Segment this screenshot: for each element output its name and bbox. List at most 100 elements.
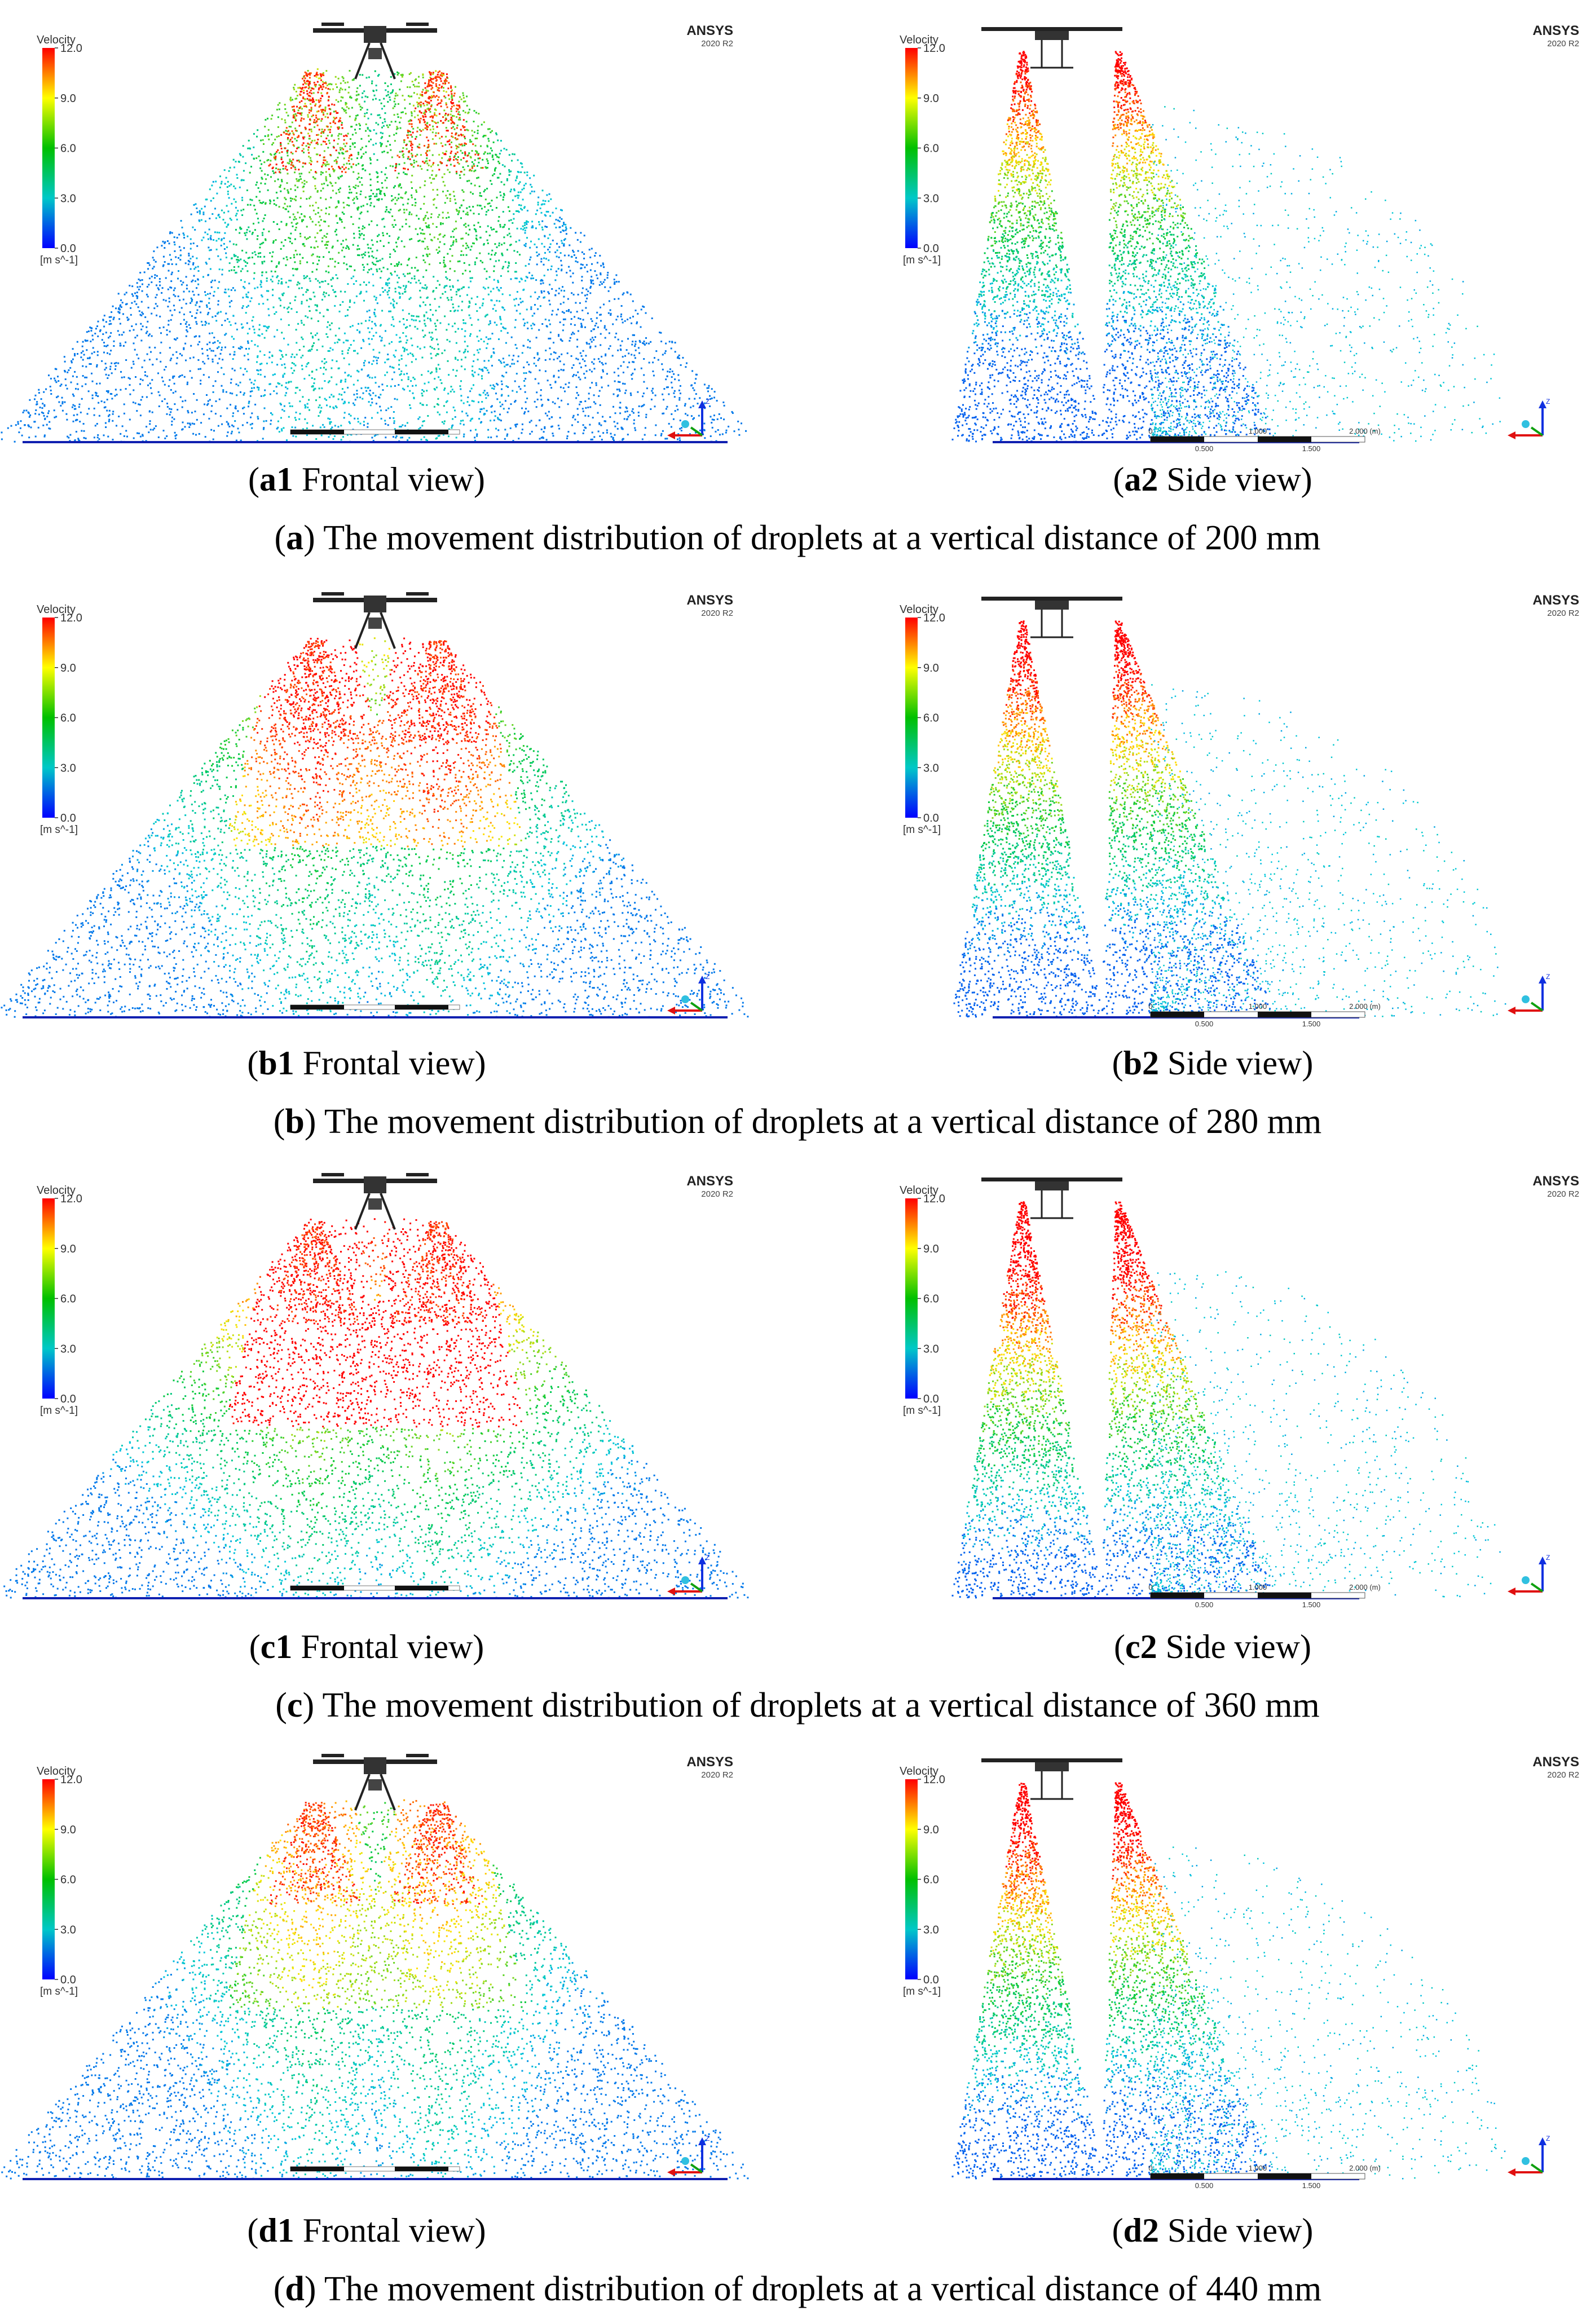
ansys-name: ANSYS <box>1532 1174 1579 1189</box>
legend-colorbar <box>42 1779 55 1979</box>
legend-tick: 9.0 <box>923 1243 939 1255</box>
scale-tick: 0.500 <box>1195 1020 1214 1028</box>
ansys-version: 2020 R2 <box>1547 39 1579 48</box>
legend-tick: 12.0 <box>60 1193 82 1205</box>
ansys-name: ANSYS <box>1532 593 1579 608</box>
scale-tick: 1.500 <box>1302 2181 1321 2190</box>
label-d1: (d1 Frontal view) <box>169 2211 564 2250</box>
panel-a2-side: Velocity 12.0 9.0 6.0 3.0 0.0 [m s^-1] ANSYS 202… <box>835 17 1595 457</box>
panel-b1-frontal: Velocity 12.0 9.0 6.0 3.0 0.0 [m s^-1] ANSYS 202… <box>0 586 750 1032</box>
legend-tick: 0.0 <box>923 1393 939 1405</box>
legend-tick: 0.0 <box>60 1393 76 1405</box>
legend-tick: 6.0 <box>923 712 939 725</box>
scale-tick: 0 <box>1148 1583 1152 1591</box>
triad-z: Z <box>706 398 710 405</box>
drone-icon <box>981 597 1122 638</box>
label-b2: (b2 Side view) <box>1015 1043 1410 1083</box>
scale-bar <box>290 2166 460 2172</box>
legend-tick: 0.0 <box>923 242 939 255</box>
triad-z: Z <box>706 973 710 981</box>
ansys-version: 2020 R2 <box>701 1770 733 1780</box>
triad-z: Z <box>1546 973 1550 981</box>
axes-triad-icon: Z <box>667 398 710 439</box>
scale-bar <box>290 1585 460 1591</box>
triad-z: Z <box>1546 2135 1550 2142</box>
legend-colorbar <box>905 1198 918 1399</box>
legend-tick: 0.0 <box>923 812 939 824</box>
legend-tick: 9.0 <box>923 1824 939 1836</box>
droplet-field <box>951 51 1501 443</box>
droplet-field <box>1 68 747 443</box>
legend-unit: [m s^-1] <box>40 824 78 836</box>
ansys-name: ANSYS <box>686 1174 733 1189</box>
ansys-name: ANSYS <box>1532 1754 1579 1770</box>
triad-z: Z <box>1546 1554 1550 1562</box>
legend-tick: 3.0 <box>60 762 76 774</box>
legend-tick: 12.0 <box>923 612 945 624</box>
ansys-version: 2020 R2 <box>701 1189 733 1199</box>
legend-unit: [m s^-1] <box>40 1405 78 1417</box>
ansys-name: ANSYS <box>686 593 733 608</box>
legend-tick: 12.0 <box>923 42 945 55</box>
legend-title: Velocity <box>900 603 939 616</box>
legend-title: Velocity <box>37 34 76 46</box>
legend-colorbar <box>905 48 918 248</box>
legend-tick: 3.0 <box>60 1343 76 1355</box>
legend-tick: 9.0 <box>60 662 76 674</box>
drone-icon <box>313 1173 437 1230</box>
legend-tick: 12.0 <box>60 612 82 624</box>
row-caption-c: (c) The movement distribution of droplet… <box>0 1685 1595 1726</box>
triad-z: Z <box>706 1554 710 1562</box>
legend-tick: 9.0 <box>923 92 939 105</box>
scale-bar: 0 1.000 2.000 (m) 0.500 1.500 <box>1148 2164 1380 2190</box>
legend-unit: [m s^-1] <box>903 1986 941 1997</box>
axes-triad-icon: Z <box>667 973 710 1015</box>
legend-title: Velocity <box>900 34 939 46</box>
legend-tick: 3.0 <box>923 762 939 774</box>
scale-tick: 0.500 <box>1195 444 1214 453</box>
scale-tick: 0.500 <box>1195 1600 1214 1609</box>
legend-title: Velocity <box>900 1765 939 1778</box>
scale-tick: 0 <box>1148 427 1152 435</box>
axes-triad-icon: Z <box>1508 973 1550 1015</box>
legend-tick: 9.0 <box>923 662 939 674</box>
legend-tick: 6.0 <box>60 712 76 725</box>
scale-tick: 1.000 <box>1249 1583 1267 1591</box>
axes-triad-icon: Z <box>667 1554 710 1595</box>
axes-triad-icon: Z <box>1508 2135 1550 2176</box>
droplet-field <box>3 1218 749 1599</box>
row-caption-a: (a) The movement distribution of droplet… <box>0 518 1595 558</box>
drone-icon <box>981 1178 1122 1219</box>
legend-tick: 6.0 <box>60 143 76 155</box>
row-caption-b: (b) The movement distribution of droplet… <box>0 1101 1595 1142</box>
scale-bar <box>290 429 460 435</box>
row-caption-d: (d) The movement distribution of droplet… <box>0 2269 1595 2309</box>
legend-colorbar <box>905 618 918 818</box>
label-a1: (a1 Frontal view) <box>169 460 564 499</box>
ansys-version: 2020 R2 <box>1547 1189 1579 1199</box>
panel-c1-frontal: Velocity 12.0 9.0 6.0 3.0 0.0 [m s^-1] ANSYS 202… <box>0 1167 750 1613</box>
scale-tick: 0.500 <box>1195 2181 1214 2190</box>
label-a2: (a2 Side view) <box>1015 460 1410 499</box>
scale-tick: 2.000 (m) <box>1349 427 1381 435</box>
ansys-version: 2020 R2 <box>701 608 733 618</box>
triad-z: Z <box>706 2135 710 2142</box>
scale-tick: 0 <box>1148 2164 1152 2172</box>
droplet-field <box>1 1799 749 2180</box>
scale-tick: 0 <box>1148 1002 1152 1011</box>
